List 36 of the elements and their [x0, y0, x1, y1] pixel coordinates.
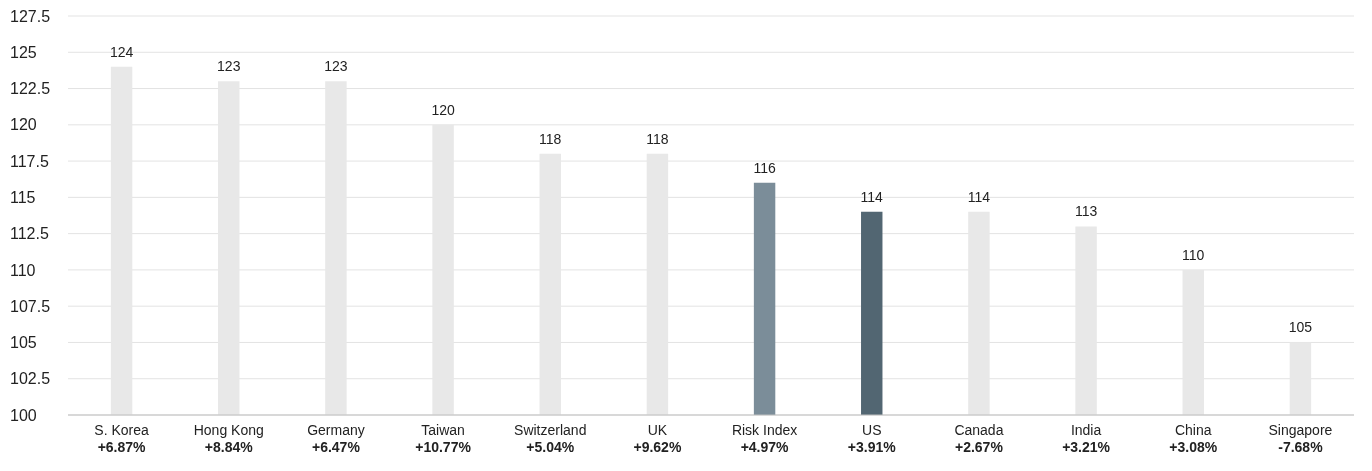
y-tick-label: 100 [10, 406, 37, 424]
data-label: 114 [967, 188, 991, 205]
y-tick-label: 110 [10, 261, 36, 279]
y-tick-label: 115 [10, 189, 36, 207]
y-tick-label: 107.5 [10, 297, 51, 315]
y-tick-label: 127.5 [10, 7, 51, 25]
data-label: 114 [860, 188, 884, 205]
x-tick-label: S. Korea +6.87% [94, 422, 150, 455]
data-label: 118 [646, 130, 669, 147]
y-tick-label: 117.5 [10, 152, 49, 170]
y-tick-label: 102.5 [10, 370, 51, 388]
data-label: 116 [753, 159, 776, 176]
data-label: 124 [109, 43, 134, 60]
data-label: 110 [1182, 246, 1205, 263]
x-tick-label: US +3.91% [847, 422, 897, 455]
data-label: 120 [431, 101, 455, 118]
data-label: 123 [217, 58, 241, 75]
x-tick-label: Germany +6.47% [307, 422, 365, 455]
x-tick-label: UK +9.62% [633, 422, 682, 455]
data-label: 123 [324, 58, 348, 75]
x-tick-label: Taiwan +10.77% [415, 422, 472, 455]
y-tick-label: 112.5 [10, 225, 49, 243]
y-tick-label: 125 [10, 43, 37, 61]
x-tick-label: India +3.21% [1062, 422, 1111, 455]
data-label: 105 [1288, 319, 1313, 336]
x-tick-label: Singapore -7.68% [1268, 422, 1333, 455]
x-tick-label: Switzerland +5.04% [514, 422, 587, 455]
data-label: 113 [1074, 203, 1098, 220]
y-tick-label: 105 [10, 334, 37, 352]
y-tick-label: 120 [10, 116, 37, 134]
y-tick-label: 122.5 [10, 80, 51, 98]
x-tick-label: Hong Kong +8.84% [193, 422, 264, 455]
x-tick-label: Risk Index +4.97% [731, 422, 798, 455]
data-label: 118 [539, 130, 562, 147]
x-tick-label: Canada +2.67% [954, 422, 1004, 455]
x-tick-label: China +3.08% [1169, 422, 1218, 455]
